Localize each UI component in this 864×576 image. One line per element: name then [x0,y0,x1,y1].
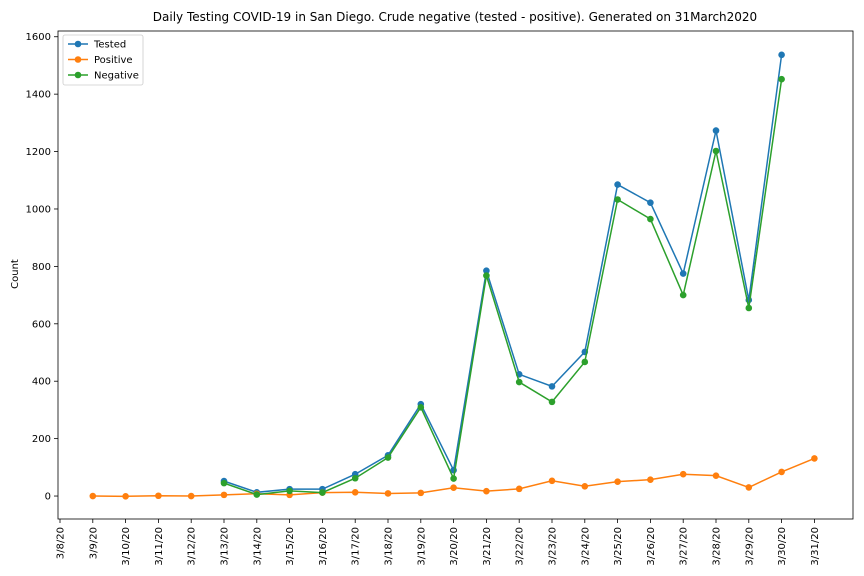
data-point-positive [515,485,523,493]
data-point-tested [483,267,490,274]
data-point-negative [351,474,359,482]
data-point-negative [712,147,720,155]
x-tick-label: 3/17/20 [351,527,362,566]
data-point-negative [319,489,326,496]
y-tick-label: 1600 [26,32,51,43]
x-tick-label: 3/8/20 [56,527,67,559]
y-tick-label: 1200 [26,147,51,158]
y-tick-label: 800 [32,262,51,273]
x-tick-label: 3/12/20 [187,527,198,566]
y-tick-label: 1400 [26,90,51,101]
y-tick-label: 600 [32,319,51,330]
legend-label-tested: Tested [93,40,126,51]
data-point-positive [647,476,654,483]
x-tick-label: 3/29/20 [744,527,755,566]
axes-frame [57,30,854,520]
data-point-negative [253,491,261,498]
x-tick-label: 3/30/20 [777,527,788,566]
data-point-negative [515,378,523,386]
series-line-negative [223,79,783,496]
data-point-positive [351,489,359,496]
data-point-tested [647,199,654,206]
data-point-positive [614,478,621,485]
series-tested [220,51,785,496]
x-tick-label: 3/14/20 [252,527,263,566]
data-point-negative [220,479,228,487]
x-tick-label: 3/31/20 [810,527,821,566]
x-tick-label: 3/28/20 [712,527,723,566]
data-point-negative [778,75,785,83]
x-tick-label: 3/15/20 [285,527,296,566]
data-point-positive [89,492,97,500]
y-axis-label: Count [10,259,21,289]
x-tick-label: 3/11/20 [154,527,165,566]
y-tick-label: 1000 [26,204,51,215]
y-tick-label: 200 [32,434,51,445]
legend-marker-tested [74,40,82,48]
x-tick-label: 3/9/20 [88,527,99,559]
data-point-negative [548,398,556,406]
series-positive [89,455,818,500]
x-tick-label: 3/23/20 [548,527,559,566]
data-point-tested [712,127,720,134]
data-point-negative [483,272,490,279]
x-tick-label: 3/10/20 [121,527,132,566]
legend-label-positive: Positive [94,55,133,66]
x-tick-label: 3/16/20 [318,527,329,566]
y-tick-label: 0 [45,492,51,503]
x-tick-label: 3/22/20 [515,527,526,566]
x-tick-label: 3/13/20 [220,527,231,566]
legend-marker-positive [74,56,82,63]
x-tick-label: 3/25/20 [613,527,624,566]
series-negative [220,75,785,498]
y-tick-label: 400 [32,377,51,388]
data-point-negative [614,196,621,203]
data-point-positive [384,490,392,497]
data-point-positive [122,493,129,500]
data-point-negative [417,404,425,411]
x-tick-label: 3/20/20 [449,527,460,566]
data-point-positive [581,482,589,490]
data-point-tested [548,383,556,390]
data-point-tested [679,270,687,277]
data-point-tested [778,51,785,59]
data-point-positive [450,484,457,492]
data-point-positive [712,472,720,479]
data-point-negative [581,358,589,366]
data-point-negative [384,454,392,461]
data-point-tested [614,181,621,188]
data-point-positive [679,470,687,478]
data-point-positive [483,487,490,495]
data-point-positive [778,468,785,476]
legend-box [62,34,144,86]
data-point-positive [417,489,425,497]
data-point-negative [450,475,457,482]
data-point-negative [679,291,687,299]
x-tick-label: 3/27/20 [679,527,690,566]
data-point-positive [155,492,162,500]
x-tick-label: 3/19/20 [416,527,427,566]
legend: Tested Positive Negative [62,34,144,86]
x-tick-label: 3/26/20 [646,527,657,566]
data-point-positive [745,484,753,491]
chart-title: Daily Testing COVID-19 in San Diego. Cru… [153,10,757,24]
x-tick-label: 3/18/20 [384,527,395,566]
legend-label-negative: Negative [94,71,139,82]
data-point-negative [286,487,293,495]
data-point-negative [745,304,753,312]
plot-area: 0 200 400 600 800 1000 1200 1400 1600 3/8/20 3/9/2… [26,30,854,566]
legend-marker-negative [74,71,82,79]
x-tick-label: 3/24/20 [580,527,591,566]
x-tick-label: 3/21/20 [482,527,493,566]
data-point-positive [220,491,228,499]
series-line-tested [223,54,783,494]
data-point-negative [647,215,654,223]
data-point-positive [811,455,818,462]
data-point-positive [187,492,195,500]
data-point-positive [548,477,556,485]
